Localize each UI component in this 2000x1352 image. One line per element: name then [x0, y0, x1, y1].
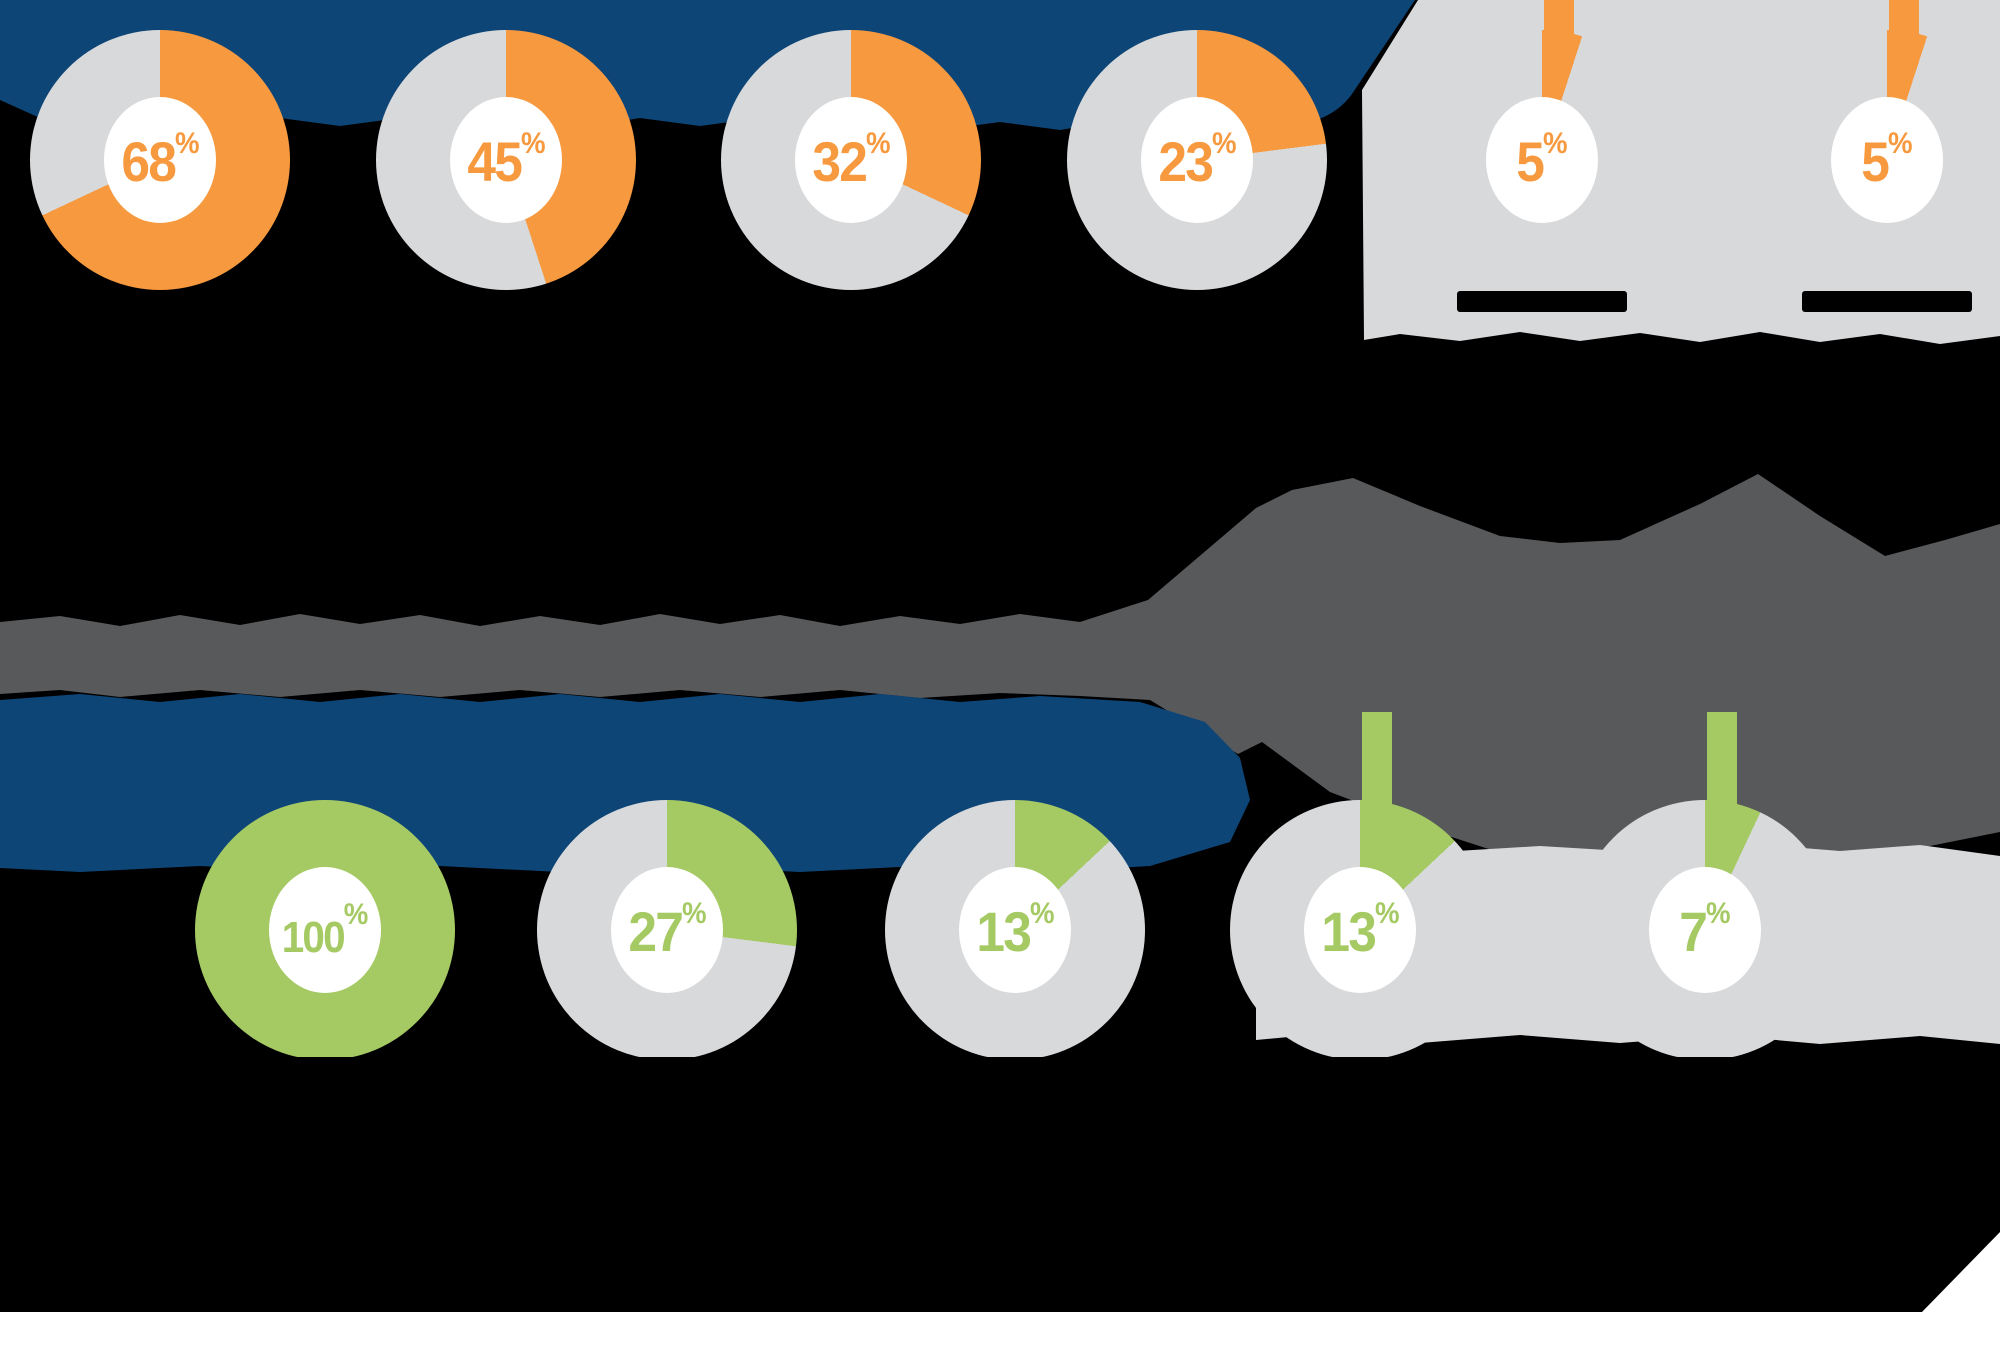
donut-value-label: 13%: [1321, 897, 1399, 964]
donut-bottom-5: 7%: [1575, 800, 1835, 1060]
donut-caption-smear: [240, 1057, 410, 1078]
donut-value: 32: [811, 129, 867, 193]
donut-value-label: 27%: [628, 897, 706, 964]
donut-caption-smear: [1457, 291, 1627, 312]
top-banner-shape: [0, 0, 1415, 130]
donut-value-label: 68%: [121, 127, 199, 194]
donut-center: 68%: [104, 97, 216, 223]
donut-value: 13: [975, 899, 1031, 963]
donut-value: 68: [120, 129, 176, 193]
footer-band-shape: [0, 1232, 2000, 1352]
donut-top-5: 5%: [1412, 30, 1672, 290]
donut-center: 7%: [1649, 867, 1761, 993]
donut-unit: %: [1029, 896, 1055, 930]
donut-value-label: 32%: [812, 127, 890, 194]
donut-caption-smear: [1620, 1057, 1790, 1078]
donut-unit: %: [1211, 126, 1237, 160]
donut-center: 5%: [1831, 97, 1943, 223]
donut-caption-smear: [1112, 291, 1282, 312]
donut-center: 27%: [611, 867, 723, 993]
donut-value: 23: [1157, 129, 1213, 193]
donut-value: 100: [281, 912, 346, 962]
donut-value-label: 5%: [1516, 127, 1567, 194]
donut-unit: %: [343, 897, 369, 931]
donut-unit: %: [1888, 126, 1913, 160]
donut-top-3: 32%: [721, 30, 981, 290]
donut-center: 32%: [795, 97, 907, 223]
donut-unit: %: [1706, 896, 1731, 930]
donut-top-6: 5%: [1757, 30, 2000, 290]
donut-unit: %: [174, 126, 200, 160]
donut-value-label: 5%: [1861, 127, 1912, 194]
donut-value-label: 45%: [467, 127, 545, 194]
donut-value-label: 13%: [976, 897, 1054, 964]
donut-top-2: 45%: [376, 30, 636, 290]
donut-bottom-1: 100%: [195, 800, 455, 1060]
donut-center: 100%: [269, 867, 381, 993]
donut-caption-smear: [766, 291, 936, 312]
donut-value: 5: [1516, 129, 1545, 193]
donut-center: 13%: [959, 867, 1071, 993]
donut-unit: %: [865, 126, 891, 160]
donut-value: 7: [1679, 899, 1708, 963]
donut-value: 13: [1320, 899, 1376, 963]
gray-text-smear-mountain: [0, 474, 2000, 880]
donut-center: 23%: [1141, 97, 1253, 223]
donut-caption-smear: [421, 291, 591, 312]
donut-caption-smear: [1275, 1057, 1445, 1078]
donut-caption-smear: [582, 1057, 752, 1078]
donut-top-1: 68%: [30, 30, 290, 290]
donut-value: 45: [466, 129, 522, 193]
donut-caption-smear: [1802, 291, 1972, 312]
donut-center: 13%: [1304, 867, 1416, 993]
donut-unit: %: [520, 126, 546, 160]
donut-unit: %: [1374, 896, 1400, 930]
donut-top-4: 23%: [1067, 30, 1327, 290]
donut-bottom-3: 13%: [885, 800, 1145, 1060]
donut-center: 5%: [1486, 97, 1598, 223]
donut-bottom-4: 13%: [1230, 800, 1490, 1060]
donut-caption-smear: [930, 1057, 1100, 1078]
donut-value-label: 100%: [282, 898, 369, 963]
donut-caption-smear: [75, 291, 245, 312]
donut-unit: %: [681, 896, 707, 930]
donut-value: 27: [627, 899, 683, 963]
donut-center: 45%: [450, 97, 562, 223]
donut-value-label: 23%: [1158, 127, 1236, 194]
donut-bottom-2: 27%: [537, 800, 797, 1060]
donut-value-label: 7%: [1679, 897, 1730, 964]
donut-unit: %: [1543, 126, 1568, 160]
donut-value: 5: [1861, 129, 1890, 193]
